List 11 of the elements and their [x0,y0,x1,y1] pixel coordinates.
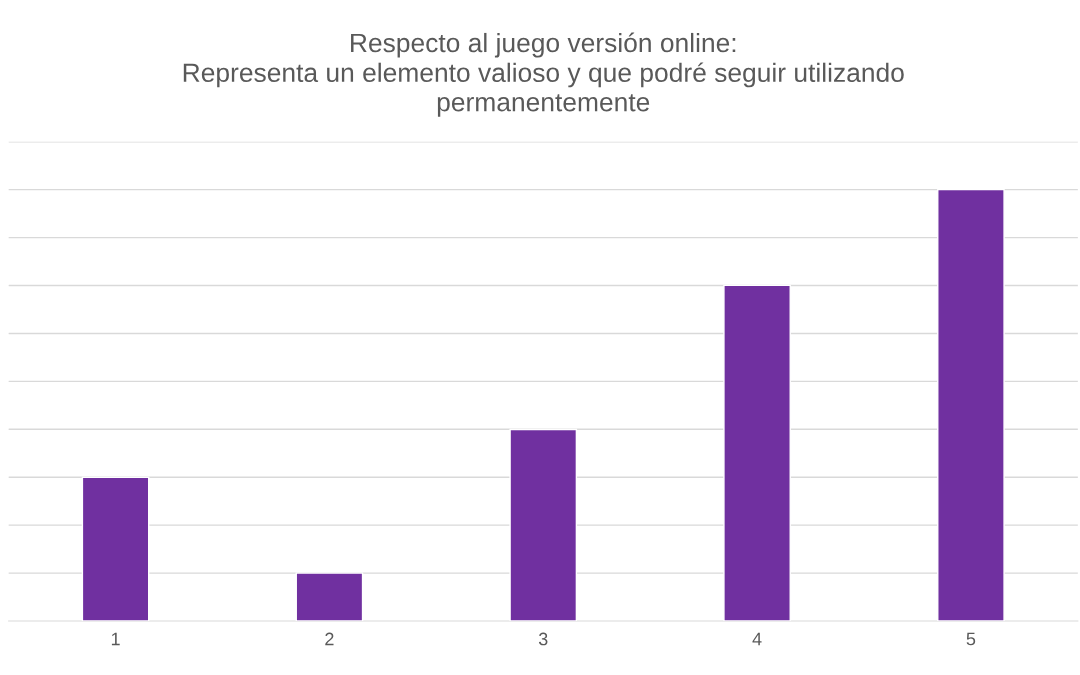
bar [937,188,1005,621]
bar [509,428,578,621]
x-tick-label: 5 [966,632,976,646]
bar [295,572,364,621]
x-tick-label: 4 [752,632,762,646]
bar [723,284,791,621]
x-tick-label: 3 [538,632,548,646]
x-tick-label: 1 [111,632,120,646]
x-tick-label: 2 [325,632,334,646]
chart-title: Respecto al juego versión online: Representa un elemento valioso y que podré seguir utilizando permanentemente [183,32,904,117]
bar [81,476,150,621]
